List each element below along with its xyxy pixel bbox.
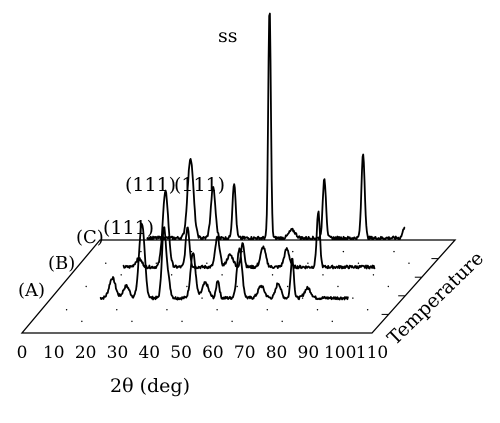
series-line-b — [122, 189, 376, 270]
floor-dot — [281, 320, 283, 323]
floor-plane — [20, 239, 457, 334]
floor-dot — [301, 297, 304, 299]
floor-dot — [201, 297, 203, 299]
series-label-b: (B) — [48, 253, 75, 274]
x-tick-label: 30 — [107, 343, 129, 363]
x-axis-title: 2θ (deg) — [110, 375, 190, 397]
floor-dot — [186, 285, 188, 288]
floor-dot — [322, 274, 324, 276]
series-label-a: (A) — [18, 280, 45, 301]
series-line-c — [146, 12, 406, 241]
floor-dot — [236, 285, 238, 288]
floor-dot — [155, 262, 158, 264]
floor-dot — [81, 320, 83, 323]
floor-dot — [337, 285, 339, 288]
annotation-ss: ss — [218, 25, 238, 47]
floor-dot — [170, 274, 173, 276]
floor-dot — [181, 320, 183, 323]
series-labels: (A)(B)(C) — [18, 227, 104, 301]
x-tick-label: 80 — [266, 343, 288, 363]
floor-dot — [216, 309, 218, 311]
floor-dot — [408, 262, 410, 264]
floor-dot — [286, 285, 289, 288]
floor-dot — [331, 320, 333, 323]
x-tick-label: 50 — [170, 343, 192, 363]
annotations: (111)(111)(111)ss — [103, 25, 238, 239]
floor-dot — [316, 309, 319, 311]
floor-dot — [116, 309, 118, 311]
floor-dot — [372, 274, 375, 276]
floor-dot — [105, 262, 107, 264]
floor-dot — [266, 309, 269, 311]
x-tick-label: 20 — [75, 343, 97, 363]
floor-dot — [65, 309, 68, 311]
x-tick-label: 60 — [202, 343, 224, 363]
x-tick-label: 0 — [17, 343, 28, 363]
floor-dot — [307, 262, 309, 264]
floor-dot — [271, 274, 274, 276]
floor-dot — [190, 250, 193, 253]
floor-dot — [140, 250, 142, 253]
floor-dot — [231, 320, 233, 323]
annotation-111: (111) — [174, 174, 225, 196]
x-tick-label: 90 — [298, 343, 320, 363]
series-line-a — [99, 222, 349, 301]
floor-dot — [352, 297, 354, 299]
floor-outline — [20, 239, 457, 334]
floor-dot — [292, 250, 294, 253]
floor-dot — [206, 262, 208, 264]
series-label-c: (C) — [76, 227, 104, 248]
floor-dot — [366, 309, 369, 311]
floor-dot — [221, 274, 223, 276]
annotation-111: (111) — [125, 174, 176, 196]
x-tick-label: 70 — [234, 343, 256, 363]
x-tick-label: 10 — [43, 343, 65, 363]
annotation-111: (111) — [103, 217, 154, 239]
floor-dot — [357, 262, 360, 264]
floor-dot — [85, 285, 87, 288]
floor-dot — [342, 250, 345, 253]
x-tick-label: 100 — [324, 343, 356, 363]
series-curves — [99, 12, 406, 301]
floor-dot — [166, 309, 168, 311]
floor-dot — [120, 274, 122, 276]
floor-dot — [393, 250, 395, 253]
x-tick-label: 110 — [356, 343, 388, 363]
x-tick-labels: 0 10 20 30 40 50 60 70 80 90 100 110 — [17, 343, 389, 363]
x-tick-label: 40 — [138, 343, 160, 363]
floor-dot — [387, 285, 390, 288]
floor-dot — [131, 320, 133, 323]
